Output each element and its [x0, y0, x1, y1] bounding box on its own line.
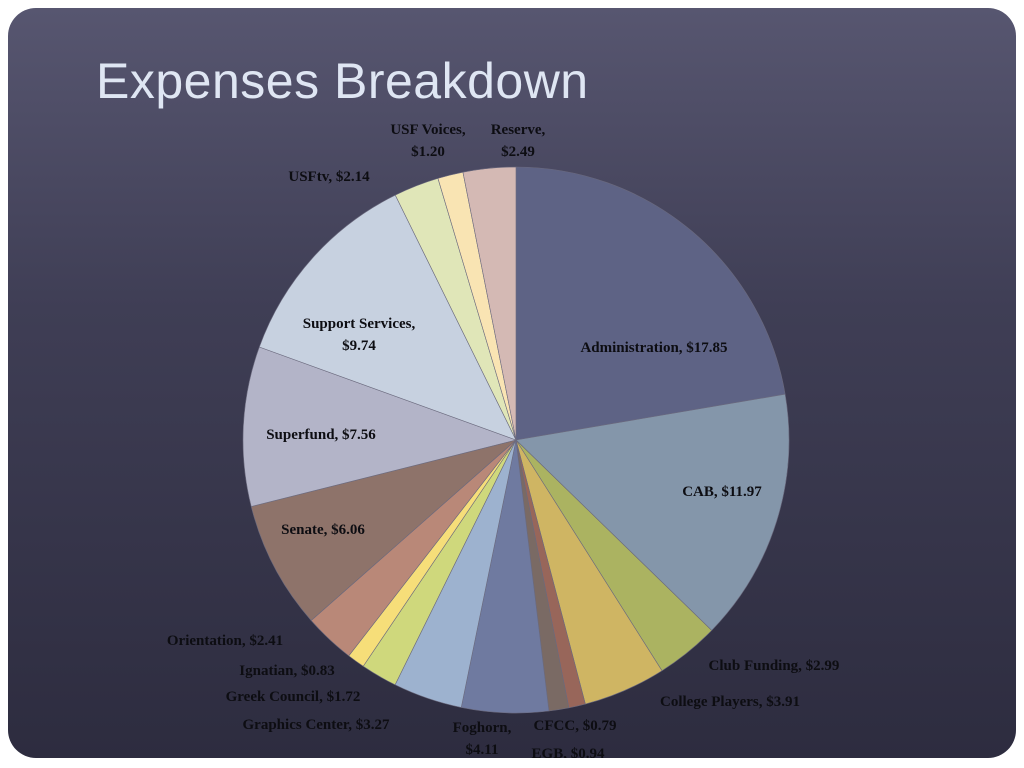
label-graphics-center: Graphics Center, $3.27 — [243, 717, 390, 733]
label-administration: Administration, $17.85 — [580, 340, 727, 356]
label-cfcc: CFCC, $0.79 — [534, 718, 617, 734]
slide: Expenses Breakdown Administration, $17.8… — [8, 8, 1016, 758]
pie-slices — [242, 166, 790, 714]
label-greek-council: Greek Council, $1.72 — [226, 689, 361, 705]
slice-superfund — [242, 346, 518, 507]
label-club-funding: Club Funding, $2.99 — [709, 658, 840, 674]
slice-support-services — [258, 194, 517, 441]
label-ignatian: Ignatian, $0.83 — [239, 663, 334, 679]
label-reserve: Reserve, $2.49 — [491, 122, 546, 160]
label-usf-voices: USF Voices, $1.20 — [390, 122, 466, 160]
label-cab: CAB, $11.97 — [682, 484, 762, 500]
label-senate: Senate, $6.06 — [281, 522, 365, 538]
label-foghorn: Foghorn, $4.11 — [453, 720, 512, 758]
label-superfund: Superfund, $7.56 — [266, 427, 376, 443]
slice-cab — [515, 393, 790, 631]
pie-chart: Administration, $17.85 CAB, $11.97 Club Fu… — [167, 122, 840, 758]
slide-title: Expenses Breakdown — [96, 53, 589, 109]
label-usftv: USFtv, $2.14 — [288, 169, 370, 185]
label-college-players: College Players, $3.91 — [660, 694, 800, 710]
label-support-services: Support Services, $9.74 — [303, 316, 416, 354]
slice-administration — [515, 166, 786, 441]
label-egb: EGB, $0.94 — [532, 746, 605, 758]
slice-reserve — [462, 166, 517, 441]
label-orientation: Orientation, $2.41 — [167, 633, 283, 649]
pie-labels: Administration, $17.85 CAB, $11.97 Club Fu… — [167, 122, 840, 758]
slice-senate — [250, 439, 517, 621]
